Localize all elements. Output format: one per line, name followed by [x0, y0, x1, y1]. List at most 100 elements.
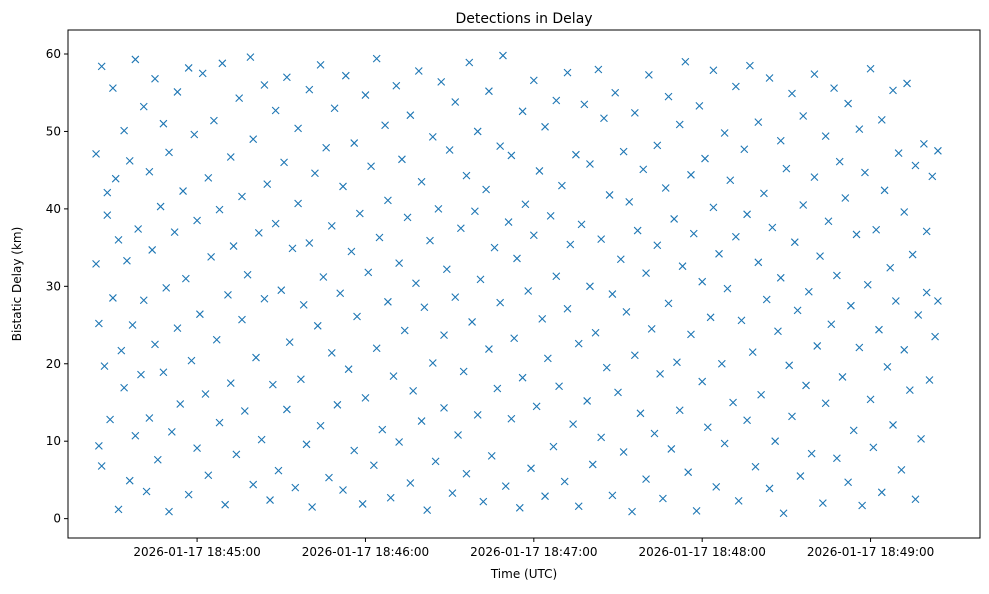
data-point — [858, 501, 867, 510]
data-point — [485, 87, 493, 96]
data-point — [796, 472, 805, 480]
data-point — [137, 370, 145, 379]
data-point — [193, 444, 201, 453]
data-point — [586, 282, 594, 291]
y-axis-label: Bistatic Delay (km) — [10, 227, 24, 342]
data-point — [131, 431, 140, 440]
data-point — [437, 77, 446, 86]
data-point — [695, 102, 704, 110]
data-point — [210, 116, 218, 125]
data-point — [263, 180, 272, 188]
data-point — [451, 293, 460, 302]
data-point — [611, 88, 620, 97]
data-point — [821, 399, 830, 408]
data-point — [117, 346, 126, 355]
data-point — [504, 218, 513, 226]
data-point — [591, 328, 600, 337]
data-point — [179, 187, 187, 195]
data-point — [330, 104, 339, 113]
data-point — [771, 437, 780, 446]
data-point — [325, 473, 333, 482]
data-point — [414, 67, 423, 75]
data-point — [344, 365, 353, 374]
data-point — [313, 321, 322, 330]
data-point — [653, 241, 662, 250]
data-point — [886, 263, 895, 272]
data-point — [583, 397, 592, 405]
data-point — [184, 64, 193, 72]
data-point — [698, 277, 707, 286]
data-point — [499, 51, 507, 60]
data-point — [793, 306, 802, 315]
data-point — [456, 224, 465, 233]
data-point — [240, 407, 249, 415]
data-point — [257, 435, 266, 444]
data-point — [866, 395, 875, 404]
data-point — [173, 88, 182, 96]
data-point — [316, 421, 325, 430]
data-point — [827, 320, 836, 329]
points-layer — [92, 51, 942, 518]
data-point — [507, 414, 516, 423]
data-point — [689, 229, 698, 238]
data-point — [889, 421, 897, 429]
data-point — [294, 124, 302, 133]
y-tick-label: 60 — [46, 47, 61, 61]
data-point — [490, 243, 499, 252]
data-point — [647, 325, 656, 333]
data-point — [94, 319, 103, 328]
data-point — [372, 344, 381, 353]
data-point — [173, 324, 182, 333]
data-point — [451, 98, 460, 106]
x-tick-label: 2026-01-17 18:49:00 — [807, 545, 934, 559]
data-point — [229, 242, 238, 250]
data-point — [748, 348, 757, 357]
plot-frame — [67, 29, 981, 539]
data-point — [201, 390, 210, 398]
data-point — [434, 204, 443, 213]
data-point — [280, 158, 288, 167]
data-point — [847, 301, 855, 310]
data-point — [496, 142, 505, 151]
data-point — [605, 191, 614, 199]
data-point — [639, 165, 648, 174]
data-point — [532, 402, 541, 411]
data-point — [120, 126, 129, 135]
data-point — [288, 244, 297, 253]
data-point — [384, 297, 392, 306]
data-point — [844, 478, 852, 487]
data-point — [235, 94, 244, 103]
data-point — [297, 375, 305, 384]
data-point — [462, 171, 471, 180]
x-tick-label: 2026-01-17 18:48:00 — [638, 545, 765, 559]
data-point — [515, 503, 524, 512]
data-point — [271, 219, 280, 228]
data-point — [198, 69, 207, 78]
data-point — [123, 256, 131, 265]
data-point — [703, 423, 712, 432]
data-point — [386, 493, 395, 502]
data-point — [877, 115, 886, 124]
data-point — [311, 169, 319, 178]
data-point — [109, 84, 117, 92]
data-point — [350, 446, 359, 455]
data-point — [619, 147, 628, 156]
data-point — [869, 443, 878, 452]
data-point — [204, 174, 213, 182]
data-point — [802, 381, 810, 390]
data-point — [934, 297, 942, 305]
x-axis: 2026-01-17 18:45:00 2026-01-17 18:46:00 20… — [133, 538, 934, 559]
data-point — [681, 57, 690, 66]
data-point — [776, 136, 785, 145]
data-point — [600, 114, 608, 123]
data-point — [493, 384, 502, 393]
data-point — [372, 54, 381, 63]
data-point — [196, 310, 204, 319]
data-point — [103, 188, 112, 197]
plot-area — [68, 30, 980, 538]
data-point — [743, 210, 751, 219]
data-point — [305, 239, 314, 247]
data-point — [364, 268, 373, 277]
data-point — [361, 91, 370, 99]
data-point — [830, 84, 838, 92]
